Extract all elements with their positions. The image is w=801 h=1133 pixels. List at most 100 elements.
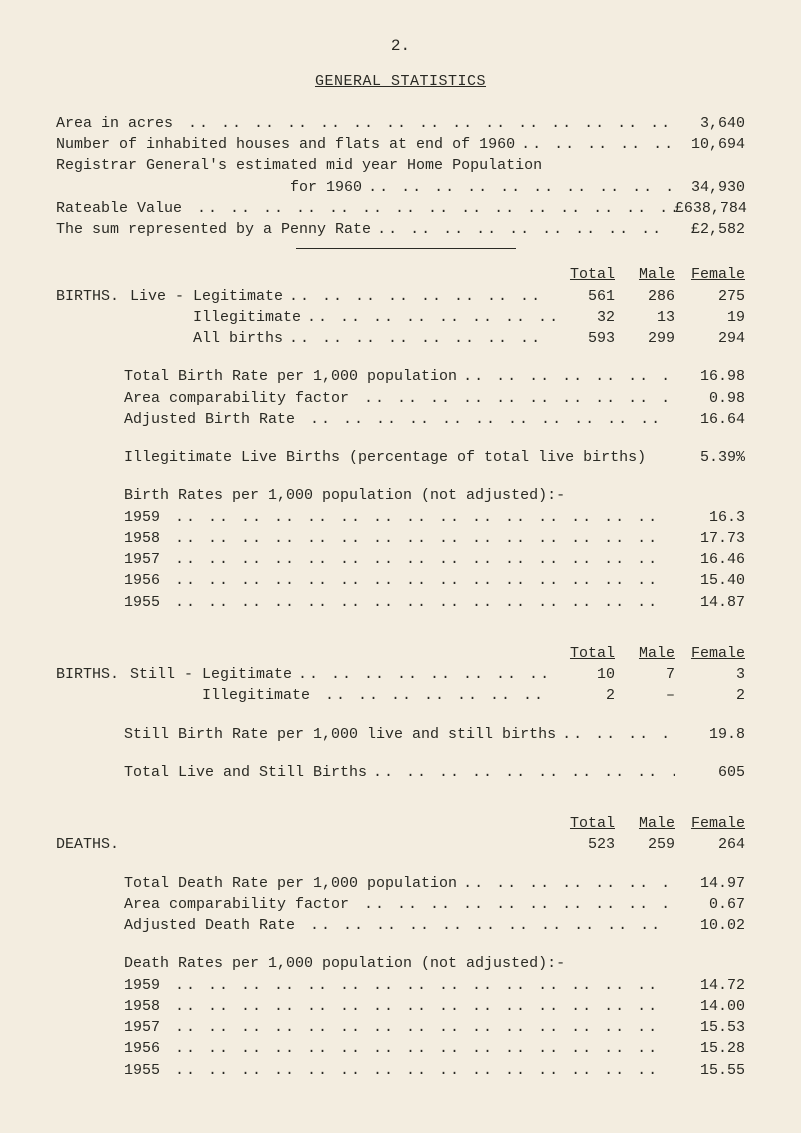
dot-leader: .. .. .. .. .. .. .. .. .. .. .. .. .. .… <box>319 686 555 706</box>
col-headers: Total Male Female <box>56 644 745 664</box>
stat-row: Adjusted Death Rate .. .. .. .. .. .. ..… <box>56 916 745 936</box>
dot-leader: .. .. .. .. .. .. .. .. .. .. .. .. .. .… <box>283 287 555 307</box>
top-row: The sum represented by a Penny Rate .. .… <box>56 220 745 240</box>
dot-leader: .. .. .. .. .. .. .. .. .. .. .. .. .. .… <box>358 895 675 915</box>
stat-row: Total Death Rate per 1,000 population ..… <box>56 874 745 894</box>
row-value: 15.28 <box>675 1039 745 1059</box>
section-stub: BIRTHS. <box>56 665 130 685</box>
top-row: for 1960 .. .. .. .. .. .. .. .. .. .. .… <box>56 178 745 198</box>
dot-leader: .. .. .. .. .. .. .. .. .. .. .. .. .. .… <box>182 114 675 134</box>
row-value: 605 <box>675 763 745 783</box>
row-label: The sum represented by a Penny Rate <box>56 220 371 240</box>
year-row: 1956 .. .. .. .. .. .. .. .. .. .. .. ..… <box>56 1039 745 1059</box>
dot-leader: .. .. .. .. .. .. .. .. .. .. .. .. .. .… <box>556 725 675 745</box>
page: 2. GENERAL STATISTICS Area in acres .. .… <box>0 0 801 1133</box>
col-header-female: Female <box>675 644 745 664</box>
col-header-female: Female <box>675 814 745 834</box>
dot-leader: .. .. .. .. .. .. .. .. .. .. .. .. .. .… <box>169 1061 675 1081</box>
cell-total: 593 <box>555 329 615 349</box>
dot-leader: .. .. .. .. .. .. .. .. .. .. .. .. .. .… <box>367 763 675 783</box>
row-value: 15.53 <box>675 1018 745 1038</box>
cell-total: 561 <box>555 287 615 307</box>
dot-leader: .. .. .. .. .. .. .. .. .. .. .. .. .. .… <box>169 997 675 1017</box>
cell-total: 32 <box>555 308 615 328</box>
cell-female: 19 <box>675 308 745 328</box>
col-header-total: Total <box>555 814 615 834</box>
col-header-total: Total <box>555 265 615 285</box>
col-header-male: Male <box>615 644 675 664</box>
subheading: Birth Rates per 1,000 population (not ad… <box>56 486 745 506</box>
stat-row: Illegitimate Live Births (percentage of … <box>56 448 745 468</box>
row-label: 1959 <box>124 508 169 528</box>
row-value: 5.39% <box>675 448 745 468</box>
row-label: 1958 <box>124 997 169 1017</box>
row-label: Total Birth Rate per 1,000 population <box>124 367 457 387</box>
stat-row: Adjusted Birth Rate .. .. .. .. .. .. ..… <box>56 410 745 430</box>
top-row: Rateable Value .. .. .. .. .. .. .. .. .… <box>56 199 745 219</box>
row-label: Rateable Value <box>56 199 191 219</box>
year-row: 1959 .. .. .. .. .. .. .. .. .. .. .. ..… <box>56 976 745 996</box>
cell-male: 13 <box>615 308 675 328</box>
row-value: 16.3 <box>675 508 745 528</box>
top-block: Area in acres .. .. .. .. .. .. .. .. ..… <box>56 114 745 241</box>
top-row: Area in acres .. .. .. .. .. .. .. .. ..… <box>56 114 745 134</box>
cell-female: 294 <box>675 329 745 349</box>
dot-leader: .. .. .. .. .. .. .. .. .. .. .. .. .. .… <box>169 976 675 996</box>
row-value: 14.00 <box>675 997 745 1017</box>
row-label: Death Rates per 1,000 population (not ad… <box>124 954 565 974</box>
row-label: 1956 <box>124 1039 169 1059</box>
cell-female: 264 <box>675 835 745 855</box>
page-number: 2. <box>56 36 745 58</box>
year-row: 1957 .. .. .. .. .. .. .. .. .. .. .. ..… <box>56 550 745 570</box>
row-label: Illegitimate <box>130 308 301 328</box>
table-row: BIRTHS. Still - Legitimate .. .. .. .. .… <box>56 665 745 685</box>
col-headers: Total Male Female <box>56 814 745 834</box>
col-header-total: Total <box>555 644 615 664</box>
row-label: 1956 <box>124 571 169 591</box>
row-label: for 1960 <box>56 178 362 198</box>
row-value: 14.72 <box>675 976 745 996</box>
row-value: 16.46 <box>675 550 745 570</box>
subheading: Death Rates per 1,000 population (not ad… <box>56 954 745 974</box>
row-label: Area comparability factor <box>124 389 358 409</box>
cell-female: 2 <box>675 686 745 706</box>
year-row: 1958 .. .. .. .. .. .. .. .. .. .. .. ..… <box>56 529 745 549</box>
dot-leader: .. .. .. .. .. .. .. .. .. .. .. .. .. .… <box>169 1039 675 1059</box>
cell-total: 10 <box>555 665 615 685</box>
stat-row: Still Birth Rate per 1,000 live and stil… <box>56 725 745 745</box>
row-value: 10,694 <box>675 135 745 155</box>
row-label: Number of inhabited houses and flats at … <box>56 135 515 155</box>
dot-leader: .. .. .. .. .. .. .. .. .. .. .. .. .. .… <box>362 178 675 198</box>
row-value: 14.87 <box>675 593 745 613</box>
dot-leader: .. .. .. .. .. .. .. .. .. .. .. .. .. .… <box>515 135 675 155</box>
cell-total: 2 <box>555 686 615 706</box>
row-label: 1957 <box>124 550 169 570</box>
dot-leader: .. .. .. .. .. .. .. .. .. .. .. .. .. .… <box>169 508 675 528</box>
row-value: £2,582 <box>675 220 745 240</box>
dot-leader: .. .. .. .. .. .. .. .. .. .. .. .. .. .… <box>169 550 675 570</box>
deaths-block: Total Male Female DEATHS. 523 259 264 To… <box>56 814 745 1081</box>
dot-leader: .. .. .. .. .. .. .. .. .. .. .. .. .. .… <box>301 308 555 328</box>
cell-male: 299 <box>615 329 675 349</box>
col-header-female: Female <box>675 265 745 285</box>
row-label: Total Death Rate per 1,000 population <box>124 874 457 894</box>
cell-total: 523 <box>555 835 615 855</box>
dot-leader: .. .. .. .. .. .. .. .. .. .. .. .. .. .… <box>457 367 675 387</box>
row-value: 16.64 <box>675 410 745 430</box>
stat-row: Total Live and Still Births .. .. .. .. … <box>56 763 745 783</box>
stat-row: Area comparability factor .. .. .. .. ..… <box>56 895 745 915</box>
table-row: BIRTHS. Live - Legitimate .. .. .. .. ..… <box>56 287 745 307</box>
top-row: Registrar General's estimated mid year H… <box>56 156 745 176</box>
dot-leader: .. .. .. .. .. .. .. .. .. .. .. .. .. .… <box>169 593 675 613</box>
year-row: 1957 .. .. .. .. .. .. .. .. .. .. .. ..… <box>56 1018 745 1038</box>
table-row: DEATHS. 523 259 264 <box>56 835 745 855</box>
row-value: 15.40 <box>675 571 745 591</box>
dot-leader: .. .. .. .. .. .. .. .. .. .. .. .. .. .… <box>292 665 555 685</box>
table-row: All births .. .. .. .. .. .. .. .. .. ..… <box>56 329 745 349</box>
stat-row: Area comparability factor .. .. .. .. ..… <box>56 389 745 409</box>
col-header-male: Male <box>615 265 675 285</box>
top-row: Number of inhabited houses and flats at … <box>56 135 745 155</box>
dot-leader: .. .. .. .. .. .. .. .. .. .. .. .. .. .… <box>169 571 675 591</box>
row-value: 10.02 <box>675 916 745 936</box>
year-row: 1955 .. .. .. .. .. .. .. .. .. .. .. ..… <box>56 1061 745 1081</box>
